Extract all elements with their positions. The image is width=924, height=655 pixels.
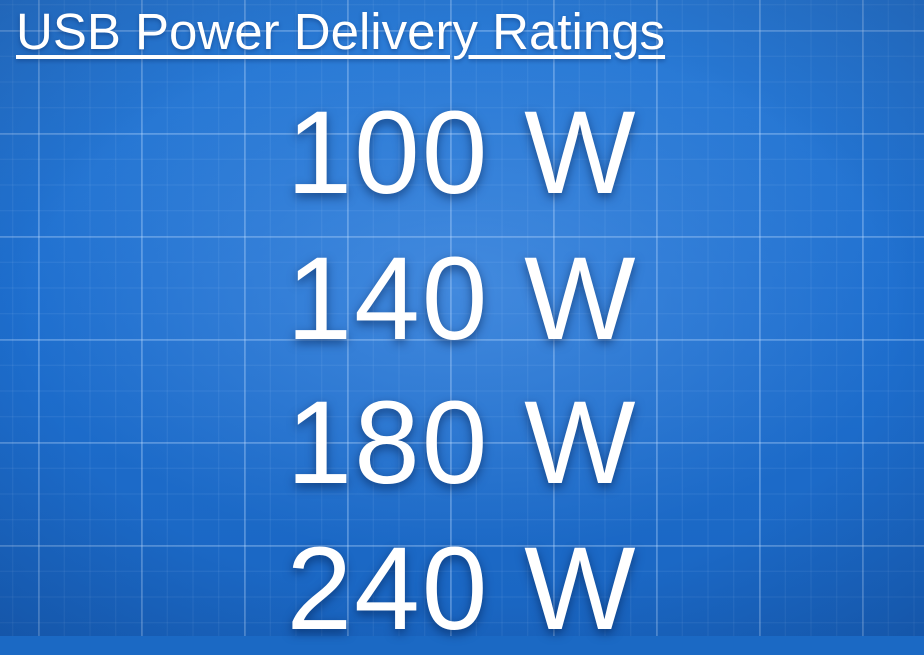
edge-vignette	[0, 0, 924, 636]
major-grid-lines	[0, 0, 924, 636]
rating-140w: 140 W	[286, 233, 638, 365]
rating-180w: 180 W	[286, 377, 638, 509]
minor-grid-lines	[0, 0, 924, 636]
rating-240w: 240 W	[286, 523, 638, 655]
rating-100w: 100 W	[286, 87, 638, 219]
slide-title: USB Power Delivery Ratings	[16, 3, 666, 60]
blueprint-background	[0, 0, 924, 636]
